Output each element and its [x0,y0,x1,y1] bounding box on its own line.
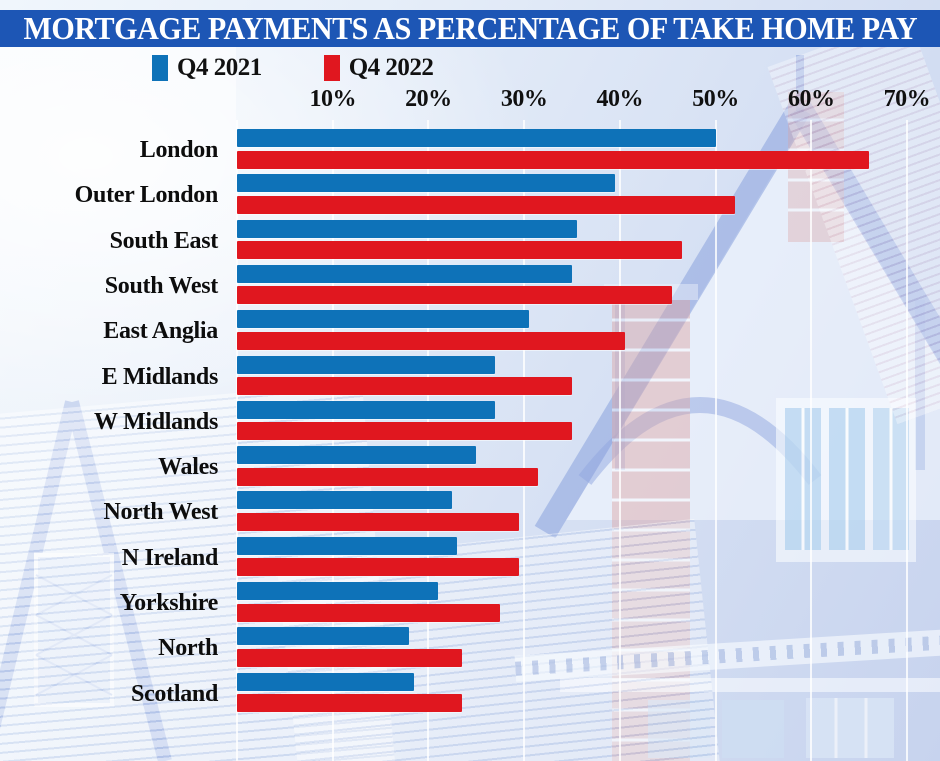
bar-q4-2021-south-west [237,264,572,283]
category-label-south-west: South West [104,272,219,299]
bar-q4-2021-yorkshire [237,582,438,600]
bar-q4-2022-outer-london [237,195,735,214]
bar-q4-2022-south-east [237,241,682,260]
x-tick-label-60: 60% [787,86,835,112]
category-label-yorkshire: Yorkshire [119,590,219,616]
gridline-50 [714,120,717,761]
category-label-e-midlands: E Midlands [101,363,219,390]
gridline-60 [810,120,813,761]
x-tick-label-10: 10% [309,86,356,112]
category-label-north: North [158,635,218,662]
bar-q4-2021-e-midlands [237,355,496,374]
gridline-70 [905,120,908,761]
title-bar: MORTGAGE PAYMENTS AS PERCENTAGE OF TAKE … [0,10,940,47]
category-label-london: London [139,137,219,163]
bar-q4-2022-london [237,150,869,169]
gridline-30 [523,120,526,761]
category-label-n-ireland: N Ireland [121,544,219,571]
bar-q4-2022-n-ireland [237,558,520,577]
category-label-scotland: Scotland [131,680,218,707]
bar-q4-2021-wales [237,446,477,465]
gridline-40 [618,120,621,761]
legend-item-q4-2022: Q4 2022 [323,54,434,82]
category-label-east-anglia: East Anglia [103,318,218,345]
bar-q4-2022-east-anglia [237,331,625,350]
bar-q4-2021-w-midlands [237,400,496,419]
legend-label: Q4 2021 [177,54,262,81]
legend-swatch-q4-2021 [152,55,168,81]
bar-q4-2022-scotland [237,694,462,713]
bar-q4-2022-e-midlands [237,377,572,395]
chart-title: MORTGAGE PAYMENTS AS PERCENTAGE OF TAKE … [23,10,918,46]
house-siding-right [767,15,940,425]
bar-q4-2022-north-west [237,512,520,531]
category-label-outer-london: Outer London [74,182,219,209]
x-tick-label-30: 30% [500,86,548,112]
bar-q4-2021-south-east [237,219,577,238]
x-tick-label-20: 20% [405,86,452,112]
category-label-north-west: North West [103,499,218,526]
x-tick-label-50: 50% [692,86,739,112]
bar-q4-2021-north-west [237,491,453,510]
bar-q4-2021-north [237,627,410,646]
bar-q4-2021-east-anglia [237,310,529,329]
category-label-wales: Wales [158,454,218,481]
bar-q4-2022-yorkshire [237,603,501,622]
legend-label: Q4 2022 [348,54,434,81]
bar-q4-2022-north [237,648,462,667]
x-tick-label-70: 70% [883,86,931,112]
bar-q4-2021-outer-london [237,174,615,193]
bar-q4-2021-scotland [237,672,415,691]
legend-item-q4-2021: Q4 2021 [152,54,262,82]
house-cornice [514,628,940,682]
category-label-south-east: South East [109,227,219,254]
bar-q4-2021-n-ireland [237,536,458,555]
bar-q4-2022-w-midlands [237,422,572,441]
bar-q4-2022-wales [237,467,539,486]
chart-legend: Q4 2021 Q4 2022 [152,54,434,82]
bar-q4-2022-south-west [237,286,673,305]
legend-swatch-q4-2022 [323,55,340,81]
x-tick-label-40: 40% [596,86,644,112]
bar-q4-2021-london [237,129,716,147]
category-label-w-midlands: W Midlands [94,408,218,435]
